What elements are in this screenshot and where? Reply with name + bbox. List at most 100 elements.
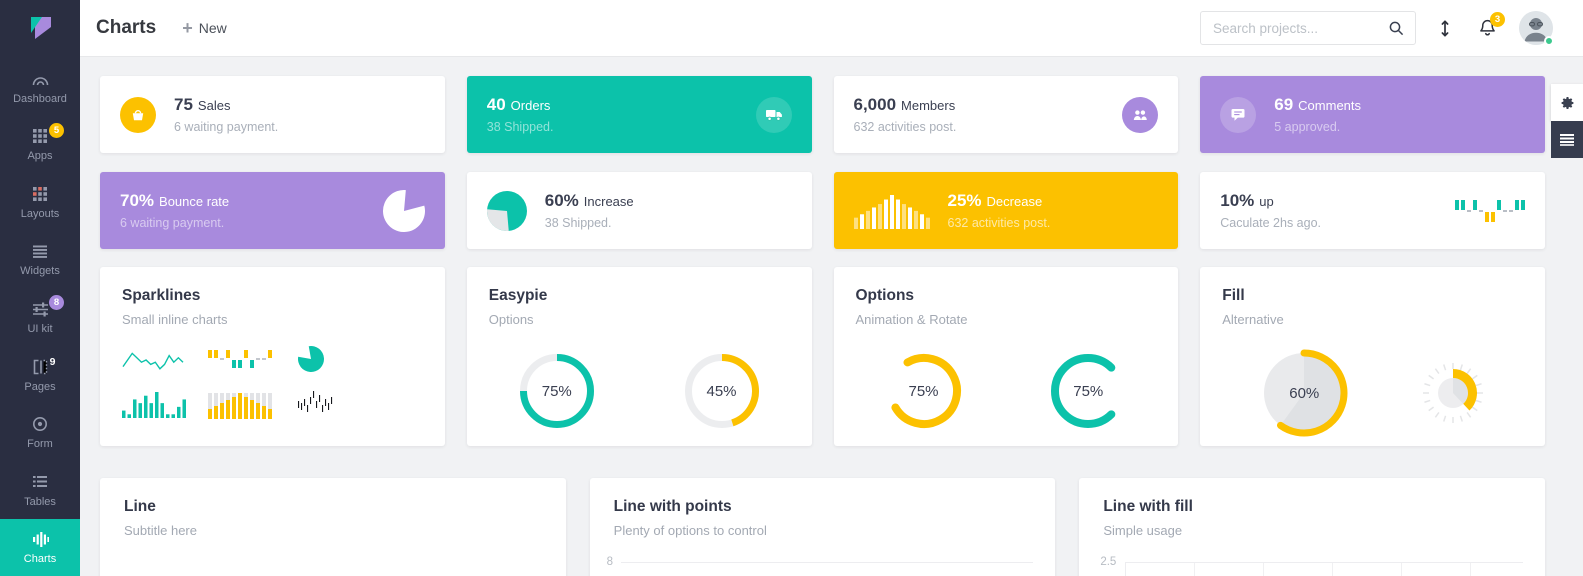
- widgets-lines-icon: [32, 241, 48, 261]
- search-icon[interactable]: [1388, 20, 1405, 37]
- sparklines-panel: Sparklines Small inline charts: [100, 267, 445, 446]
- panel-title: Options: [855, 287, 915, 304]
- apps-grid-icon: [32, 126, 48, 146]
- easypie-gauge-yellow: 45%: [684, 353, 760, 429]
- stat-subtext: 38 Shipped.: [486, 120, 554, 134]
- content: 75 Sales 6 waiting payment. 40 Orders 38 S…: [80, 57, 1583, 576]
- sidebar-item-uikit[interactable]: 8 UI kit: [0, 288, 80, 346]
- stat-value: 25%: [947, 191, 982, 210]
- line-charts-row: Line Subtitle here Line with points Plen…: [100, 478, 1545, 576]
- panel-list-button[interactable]: [1551, 121, 1583, 158]
- card-subtitle: Simple usage: [1103, 523, 1183, 538]
- stat-card-comments: 69 Comments 5 approved.: [1200, 76, 1545, 153]
- radio-target-icon: [32, 414, 48, 434]
- stat-label: up: [1259, 194, 1274, 209]
- sidebar: Dashboard 5 Apps Layouts Widgets: [0, 0, 80, 576]
- card-title: Line with fill: [1103, 498, 1193, 515]
- people-icon: [1122, 96, 1159, 133]
- stats-row-1: 75 Sales 6 waiting payment. 40 Orders 38 S…: [100, 76, 1545, 153]
- stats-row-2: 70% Bounce rate 6 waiting payment. 60% Inc…: [100, 172, 1545, 249]
- user-avatar[interactable]: [1519, 11, 1554, 46]
- sidebar-item-label: Widgets: [20, 265, 60, 278]
- edge-tools: [1551, 84, 1583, 158]
- stat-card-bounce-rate: 70% Bounce rate 6 waiting payment.: [100, 172, 445, 249]
- gauge-value-label: 45%: [706, 382, 737, 400]
- stat-subtext: 632 activities post.: [947, 216, 1051, 230]
- card-subtitle: Subtitle here: [124, 523, 197, 538]
- sparkline-composite-chart: [208, 389, 272, 419]
- fullscreen-arrows-icon[interactable]: [1438, 19, 1452, 38]
- stat-subtext: 6 waiting payment.: [120, 216, 225, 230]
- stat-label: Comments: [1298, 98, 1362, 113]
- stat-value: 69: [1274, 95, 1294, 114]
- pages-book-icon: [32, 357, 49, 377]
- sparkline-discrete-chart: [298, 389, 334, 419]
- sidebar-item-label: Layouts: [20, 207, 60, 220]
- stat-card-increase: 60% Increase 38 Shipped.: [466, 172, 812, 249]
- notifications-bell-icon[interactable]: 3: [1478, 12, 1505, 38]
- panel-title: Sparklines: [122, 287, 201, 304]
- gauge-value-label: 75%: [908, 382, 939, 400]
- sidebar-item-widgets[interactable]: Widgets: [0, 231, 80, 289]
- logo-icon: [31, 17, 51, 39]
- truck-icon: [755, 96, 792, 133]
- stat-card-decrease: 25% Decrease 632 activities post.: [833, 172, 1179, 249]
- sidebar-item-label: Form: [27, 438, 53, 451]
- options-gauges: 75% 75%: [856, 353, 1157, 429]
- stat-value: 75: [174, 95, 193, 114]
- search-input[interactable]: [1213, 20, 1388, 36]
- line-with-fill-card: Line with fill Simple usage 2.5: [1079, 478, 1545, 576]
- main-area: Charts + New 3: [80, 0, 1583, 576]
- options-gauge-teal: 75%: [1050, 353, 1126, 429]
- panel-subtitle: Animation & Rotate: [855, 312, 968, 327]
- sparkline-pie-chart: [298, 346, 324, 372]
- stat-subtext: Caculate 2hs ago.: [1220, 216, 1322, 230]
- dashboard-arc-icon: [31, 69, 50, 89]
- card-subtitle: Plenty of options to control: [613, 523, 767, 538]
- sidebar-item-layouts[interactable]: Layouts: [0, 173, 80, 231]
- sparkline-bar-chart: [122, 390, 186, 418]
- decrease-bars-chart: [853, 193, 930, 229]
- gauge-value-label: 75%: [1073, 382, 1104, 400]
- online-status-dot: [1544, 36, 1554, 46]
- stat-label: Sales: [197, 98, 231, 113]
- sidebar-item-pages[interactable]: 9 Pages: [0, 346, 80, 404]
- stat-label: Decrease: [986, 194, 1043, 209]
- sidebar-item-tables[interactable]: Tables: [0, 461, 80, 519]
- sidebar-nav: Dashboard 5 Apps Layouts Widgets: [0, 58, 80, 576]
- stat-card-sales: 75 Sales 6 waiting payment.: [100, 76, 445, 153]
- sparkline-line-chart: [122, 345, 184, 373]
- sidebar-item-label: UI kit: [27, 323, 53, 336]
- stat-subtext: 5 approved.: [1274, 120, 1341, 134]
- panel-title: Fill: [1222, 287, 1245, 304]
- easypie-gauge-teal: 75%: [519, 353, 595, 429]
- list-icon: [1560, 134, 1574, 146]
- easypie-panel: Easypie Options 75% 45%: [466, 267, 812, 446]
- sidebar-item-apps[interactable]: 5 Apps: [0, 116, 80, 174]
- options-gauge-yellow: 75%: [886, 353, 962, 429]
- stat-card-orders: 40 Orders 38 Shipped.: [466, 76, 812, 153]
- sliders-icon: [32, 299, 49, 319]
- sidebar-item-dashboard[interactable]: Dashboard: [0, 58, 80, 116]
- line-with-points-card: Line with points Plenty of options to co…: [589, 478, 1056, 576]
- panel-title: Easypie: [488, 287, 548, 304]
- pages-badge: 9: [49, 355, 56, 368]
- sidebar-item-label: Dashboard: [13, 92, 67, 105]
- notification-count-badge: 3: [1490, 12, 1505, 27]
- sidebar-item-form[interactable]: Form: [0, 403, 80, 461]
- app-logo[interactable]: [0, 0, 80, 58]
- comment-icon: [1220, 96, 1257, 133]
- sidebar-item-label: Charts: [23, 553, 57, 566]
- stat-label: Bounce rate: [159, 194, 230, 209]
- page-title: Charts: [96, 17, 157, 38]
- sidebar-item-label: Tables: [24, 495, 56, 508]
- sidebar-item-charts[interactable]: Charts: [0, 518, 80, 576]
- line-fill-chart-area: 2.5: [1100, 556, 1523, 576]
- fill-gauges: 60%: [1222, 349, 1523, 437]
- stat-label: Orders: [510, 98, 551, 113]
- settings-gear-button[interactable]: [1551, 84, 1583, 121]
- search-box: [1200, 11, 1416, 45]
- new-button[interactable]: + New: [182, 19, 227, 37]
- up-tristate-chart: [1455, 198, 1525, 224]
